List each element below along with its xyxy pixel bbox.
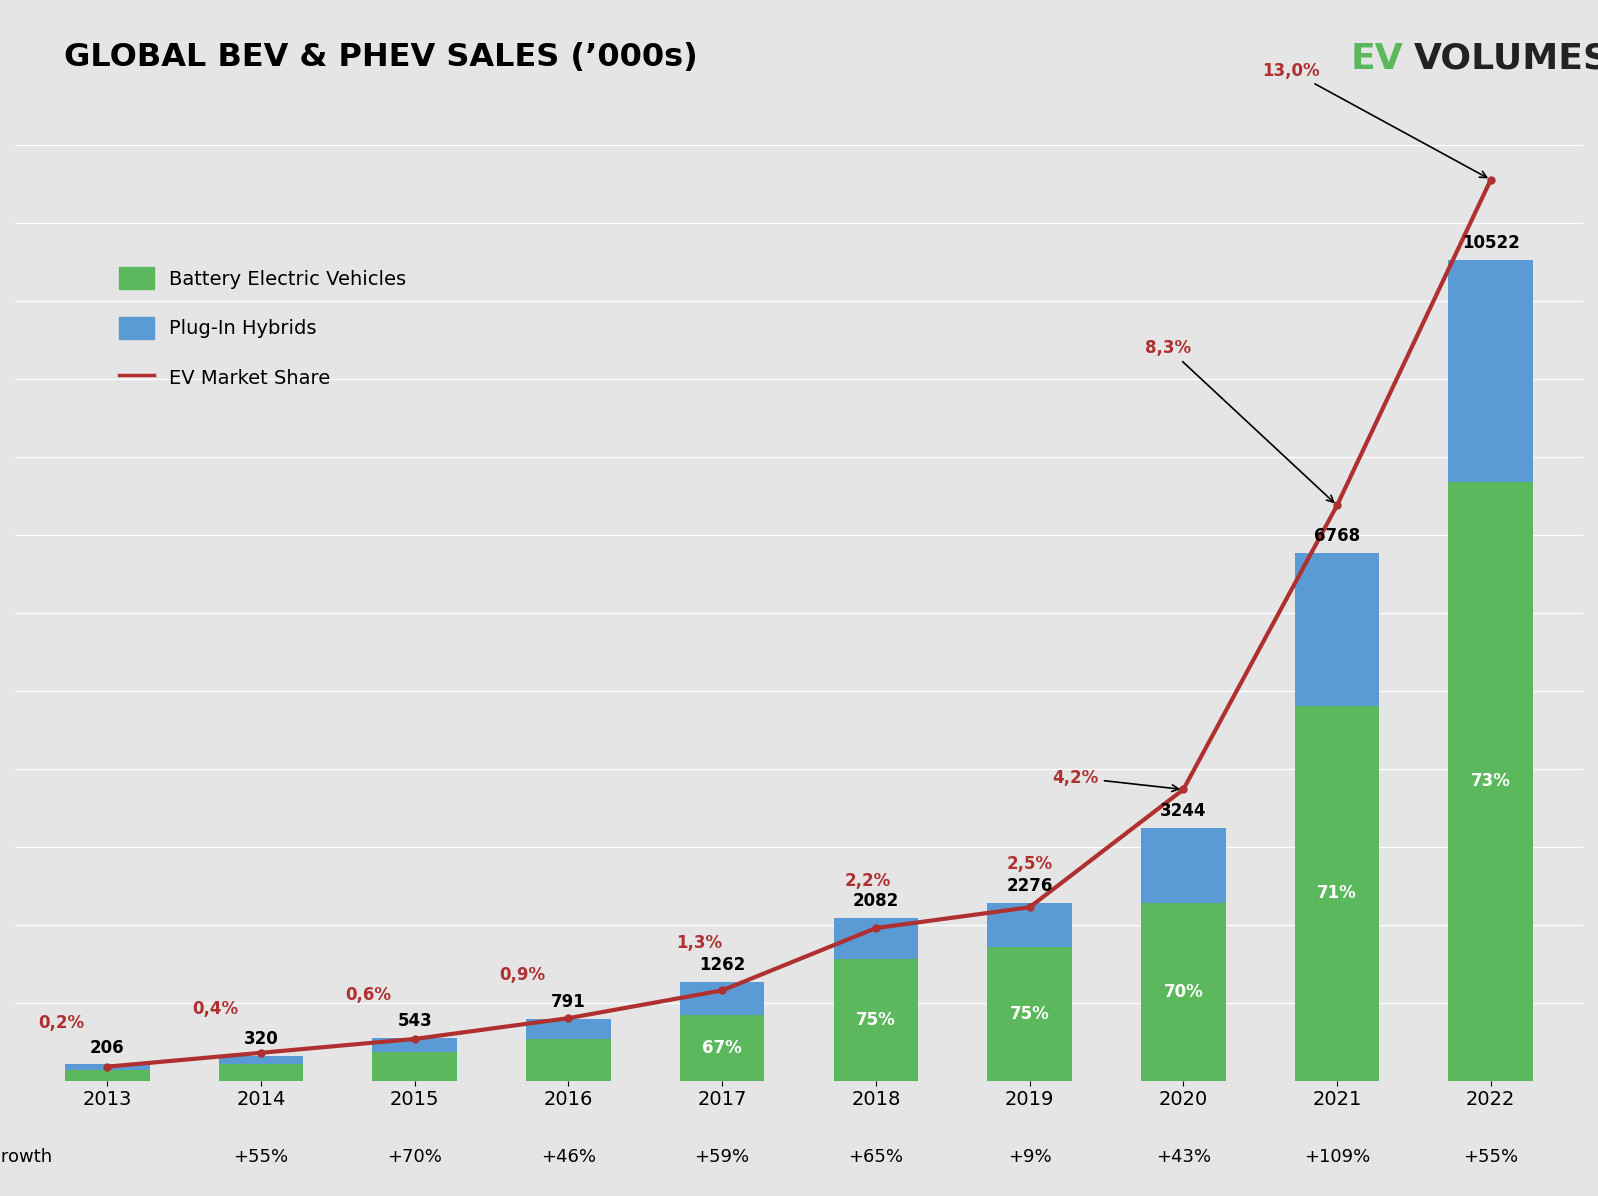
Text: 70%: 70%: [1163, 983, 1203, 1001]
Text: 0,6%: 0,6%: [345, 987, 392, 1005]
Text: Growth: Growth: [0, 1147, 51, 1166]
Bar: [834, 919, 919, 959]
Text: 75%: 75%: [1010, 1005, 1050, 1023]
Text: +43%: +43%: [1155, 1147, 1211, 1166]
Text: 3244: 3244: [1160, 801, 1206, 819]
Text: 0,4%: 0,4%: [192, 1000, 238, 1018]
Text: 2276: 2276: [1007, 878, 1053, 896]
Bar: [526, 1019, 610, 1039]
Text: 4,2%: 4,2%: [1053, 769, 1179, 792]
Legend: Battery Electric Vehicles, Plug-In Hybrids, EV Market Share: Battery Electric Vehicles, Plug-In Hybri…: [118, 267, 406, 389]
Text: +59%: +59%: [695, 1147, 749, 1166]
Bar: [66, 1069, 150, 1080]
Text: +70%: +70%: [387, 1147, 443, 1166]
Text: 13,0%: 13,0%: [1262, 62, 1486, 177]
Text: 543: 543: [398, 1012, 431, 1031]
Bar: [526, 1039, 610, 1080]
Text: 2082: 2082: [853, 892, 900, 910]
Text: 6768: 6768: [1314, 527, 1360, 545]
Bar: [219, 1056, 304, 1063]
Text: 206: 206: [89, 1038, 125, 1056]
Text: +46%: +46%: [540, 1147, 596, 1166]
Bar: [66, 1064, 150, 1069]
Text: VOLUMES: VOLUMES: [1414, 42, 1598, 75]
Bar: [679, 982, 764, 1014]
Text: 791: 791: [551, 993, 586, 1011]
Bar: [1294, 553, 1379, 706]
Bar: [1141, 903, 1226, 1080]
Text: 0,9%: 0,9%: [499, 965, 545, 983]
Bar: [1141, 828, 1226, 903]
Text: +9%: +9%: [1008, 1147, 1051, 1166]
Text: 2,2%: 2,2%: [845, 872, 892, 890]
Bar: [372, 1052, 457, 1080]
Text: EV: EV: [1350, 42, 1403, 75]
Text: +55%: +55%: [233, 1147, 289, 1166]
Text: GLOBAL BEV & PHEV SALES (’000s): GLOBAL BEV & PHEV SALES (’000s): [64, 42, 698, 73]
Text: 1,3%: 1,3%: [676, 934, 722, 952]
Text: +65%: +65%: [849, 1147, 903, 1166]
Bar: [988, 947, 1072, 1080]
Text: 8,3%: 8,3%: [1144, 338, 1334, 502]
Text: 75%: 75%: [857, 1011, 896, 1029]
Text: 67%: 67%: [702, 1038, 741, 1056]
Text: 73%: 73%: [1470, 773, 1510, 791]
Text: 71%: 71%: [1317, 884, 1357, 902]
Text: 320: 320: [243, 1030, 278, 1048]
Bar: [1294, 706, 1379, 1080]
Bar: [372, 1038, 457, 1052]
Text: 10522: 10522: [1462, 234, 1520, 252]
Bar: [679, 1014, 764, 1080]
Text: +55%: +55%: [1464, 1147, 1518, 1166]
Text: +109%: +109%: [1304, 1147, 1369, 1166]
Bar: [834, 959, 919, 1080]
Bar: [219, 1063, 304, 1080]
Text: 2,5%: 2,5%: [1007, 855, 1053, 873]
Bar: [1448, 261, 1532, 482]
Bar: [988, 903, 1072, 947]
Text: 0,2%: 0,2%: [38, 1014, 85, 1032]
Text: 1262: 1262: [698, 957, 745, 975]
Bar: [1448, 482, 1532, 1080]
